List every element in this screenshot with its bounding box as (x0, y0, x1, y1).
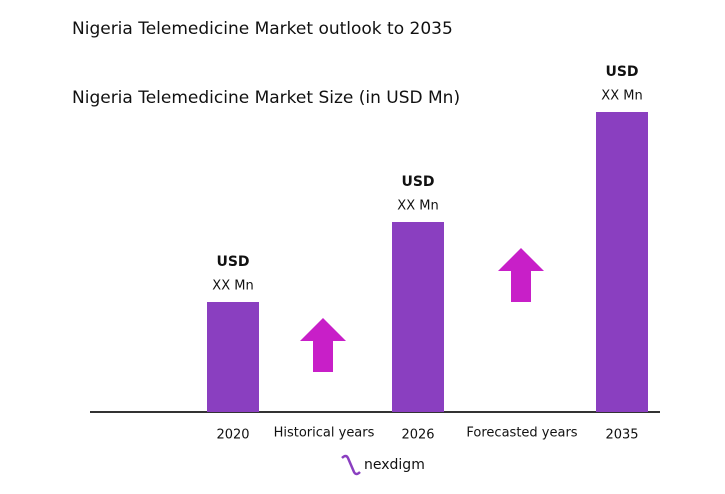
bar (207, 302, 259, 412)
bar (596, 112, 648, 412)
bar-label-amount: XX Mn (212, 279, 253, 294)
logo: nexdigm (364, 457, 425, 473)
bar-label-amount: XX Mn (601, 89, 642, 104)
bar-label-currency: USD (216, 254, 249, 270)
growth-arrow (498, 248, 544, 302)
chart-title: Nigeria Telemedicine Market outlook to 2… (72, 19, 453, 39)
period-label: Forecasted years (466, 426, 577, 441)
x-tick-label: 2020 (216, 428, 249, 443)
chart-subtitle: Nigeria Telemedicine Market Size (in USD… (72, 88, 460, 108)
x-tick-label: 2035 (605, 428, 638, 443)
period-label: Historical years (274, 426, 375, 441)
bar-label-currency: USD (605, 64, 638, 80)
logo-icon (341, 454, 361, 476)
x-tick-label: 2026 (401, 428, 434, 443)
bar (392, 222, 444, 412)
growth-arrow (300, 318, 346, 372)
bar-label-amount: XX Mn (397, 199, 438, 214)
bar-label-currency: USD (401, 174, 434, 190)
